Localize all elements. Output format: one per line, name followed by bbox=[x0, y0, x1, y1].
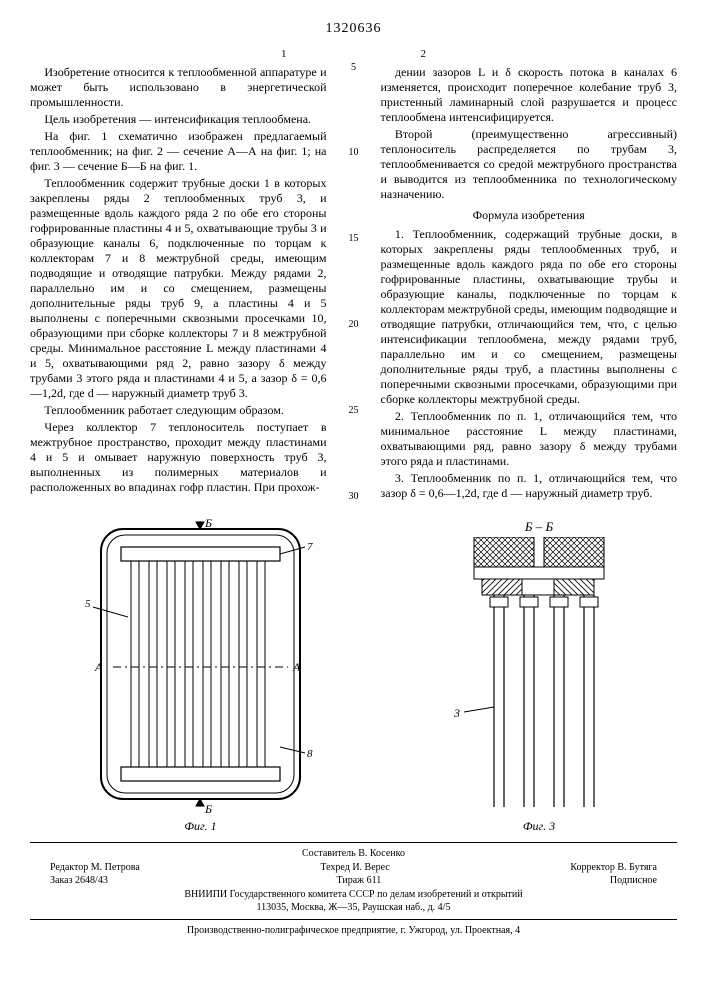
text-columns: 1 Изобретение относится к теплообменной … bbox=[30, 48, 677, 504]
label-3: 3 bbox=[454, 706, 460, 720]
label-7: 7 bbox=[307, 541, 313, 553]
line-number-gutter: 5 10 15 20 25 30 bbox=[347, 48, 361, 504]
footer-techred: Техред И. Верес bbox=[320, 861, 389, 875]
footer-addr1: 113035, Москва, Ж—35, Раушская наб., д. … bbox=[30, 901, 677, 915]
fig3-svg: 3 bbox=[454, 537, 624, 817]
label-B-top: Б bbox=[204, 517, 212, 530]
para: Теплообменник содержит трубные доски 1 в… bbox=[30, 176, 327, 401]
claim: 1. Теплообменник, содержащий трубные дос… bbox=[381, 227, 678, 407]
line-num: 10 bbox=[347, 147, 361, 160]
label-8: 8 bbox=[307, 748, 313, 760]
footer-order: Заказ 2648/43 bbox=[50, 874, 108, 888]
patent-number: 1320636 bbox=[30, 20, 677, 38]
line-num: 5 bbox=[347, 62, 361, 75]
col-num-right: 2 bbox=[381, 48, 678, 62]
figure-1: A A Б Б 7 5 8 Фиг. 1 bbox=[83, 517, 318, 834]
label-5: 5 bbox=[85, 598, 91, 610]
label-A-right: A bbox=[292, 660, 301, 674]
footer-org1: ВНИИПИ Государственного комитета СССР по… bbox=[30, 888, 677, 902]
para: Изобретение относится к теплообменной ап… bbox=[30, 65, 327, 110]
para: На фиг. 1 схематично изображен предлагае… bbox=[30, 129, 327, 174]
footer-rule-2 bbox=[30, 919, 677, 920]
footer-corrector: Корректор В. Бутяга bbox=[570, 861, 657, 875]
right-column: 2 дении зазоров L и δ скорость потока в … bbox=[381, 48, 678, 504]
para: Второй (преимущественно агрессивный) теп… bbox=[381, 127, 678, 202]
footer-org2: Производственно-полиграфическое предприя… bbox=[30, 924, 677, 938]
para: Цель изобретения — интенсификация теплоо… bbox=[30, 112, 327, 127]
claim: 3. Теплообменник по п. 1, отличающийся т… bbox=[381, 471, 678, 501]
footer-rule-1 bbox=[30, 842, 677, 843]
col-num-left: 1 bbox=[30, 48, 327, 62]
footer-compiler: Составитель В. Косенко bbox=[30, 847, 677, 861]
line-num: 25 bbox=[347, 405, 361, 418]
formula-title: Формула изобретения bbox=[381, 208, 678, 223]
footer-subscr: Подписное bbox=[610, 874, 657, 888]
footer-tirazh: Тираж 611 bbox=[337, 874, 382, 888]
line-num: 15 bbox=[347, 233, 361, 246]
para: дении зазоров L и δ скорость потока в ка… bbox=[381, 65, 678, 125]
line-num: 30 bbox=[347, 491, 361, 504]
footer-editor: Редактор М. Петрова bbox=[50, 861, 140, 875]
left-column: 1 Изобретение относится к теплообменной … bbox=[30, 48, 327, 504]
fig3-section-label: Б – Б bbox=[454, 519, 624, 535]
line-num: 20 bbox=[347, 319, 361, 332]
fig1-caption: Фиг. 1 bbox=[83, 819, 318, 834]
fig3-caption: Фиг. 3 bbox=[454, 819, 624, 834]
label-B-bot: Б bbox=[204, 802, 212, 816]
claim: 2. Теплообменник по п. 1, отличающийся т… bbox=[381, 409, 678, 469]
label-A-left: A bbox=[94, 660, 103, 674]
figures-row: A A Б Б 7 5 8 Фиг. 1 Б – Б bbox=[30, 517, 677, 834]
fig1-svg: A A Б Б 7 5 8 bbox=[83, 517, 318, 817]
figure-3: Б – Б bbox=[454, 519, 624, 834]
footer-block: Составитель В. Косенко Редактор М. Петро… bbox=[30, 847, 677, 937]
para: Через коллектор 7 теплоноситель поступае… bbox=[30, 420, 327, 495]
para: Теплообменник работает следующим образом… bbox=[30, 403, 327, 418]
